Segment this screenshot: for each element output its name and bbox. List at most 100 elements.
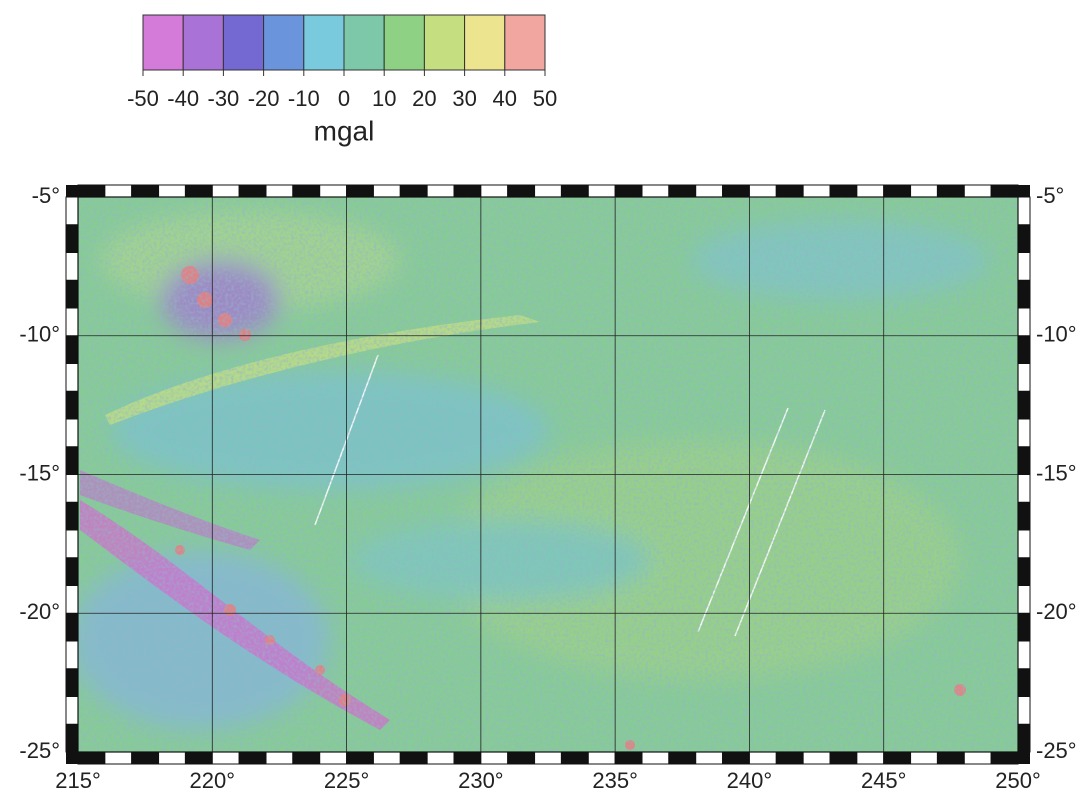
frame-segment [1018,502,1030,530]
frame-segment [1018,253,1030,281]
frame-segment [964,752,991,764]
frame-segment [66,530,78,558]
frame-segment [347,185,374,197]
frame-segment [427,185,454,197]
frame-segment [66,391,78,419]
frame-segment [212,185,239,197]
frame-segment [66,197,78,225]
colorbar-swatch [223,15,263,70]
frame-segment [132,752,159,764]
frame-corner [66,752,78,764]
colorbar-tick-label: -40 [167,86,199,111]
colorbar-tick-label: 10 [372,86,396,111]
y-tick-label: -5° [32,183,60,208]
frame-segment [857,185,884,197]
frame-segment [776,752,803,764]
x-tick-label: 215° [55,768,101,793]
frame-segment [66,558,78,586]
frame-segment [857,752,884,764]
frame-segment [696,752,723,764]
frame-segment [105,752,132,764]
page: -50-40-30-20-1001020304050 mgal 215°220°… [0,0,1086,797]
frame-segment [588,185,615,197]
frame-segment [1018,391,1030,419]
frame-segment [830,752,857,764]
frame-segment [1018,558,1030,586]
frame-segment [723,185,750,197]
frame-segment [159,752,186,764]
frame-segment [642,185,669,197]
frame-segment [1018,308,1030,336]
frame-segment [78,185,105,197]
frame-segment [1018,419,1030,447]
colorbar-label: mgal [314,115,375,146]
colorbar-swatch [304,15,344,70]
frame-segment [66,502,78,530]
frame-segment [535,185,562,197]
frame-segment [561,185,588,197]
frame-segment [561,752,588,764]
colorbar-tick-label: -20 [248,86,280,111]
frame-corner [1018,752,1030,764]
colorbar-swatch [465,15,505,70]
frame-segment [911,185,938,197]
frame-segment [1018,613,1030,641]
frame-segment [66,419,78,447]
frame-segment [293,185,320,197]
x-tick-label: 245° [861,768,907,793]
frame-segment [1018,586,1030,614]
frame-segment [884,185,911,197]
frame-segment [642,752,669,764]
frame-segment [66,641,78,669]
frame-segment [1018,280,1030,308]
frame-segment [615,752,642,764]
frame-corner [66,185,78,197]
frame-segment [1018,336,1030,364]
colorbar-tick-label: 20 [412,86,436,111]
frame-segment [66,364,78,392]
frame-segment [911,752,938,764]
frame-segment [696,185,723,197]
colorbar-swatch [424,15,464,70]
frame-segment [749,185,776,197]
frame-segment [1018,641,1030,669]
frame-segment [293,752,320,764]
frame-segment [239,752,266,764]
frame-segment [239,185,266,197]
frame-segment [66,280,78,308]
frame-segment [723,752,750,764]
colorbar-swatch [264,15,304,70]
frame-segment [185,752,212,764]
frame-segment [66,253,78,281]
frame-segment [266,185,293,197]
frame-segment [454,185,481,197]
frame-segment [830,185,857,197]
x-tick-label: 235° [592,768,638,793]
frame-segment [320,752,347,764]
frame-segment [991,185,1018,197]
frame-segment [66,447,78,475]
colorbar-tick-label: -30 [208,86,240,111]
frame-segment [588,752,615,764]
frame-segment [669,185,696,197]
frame-segment [320,185,347,197]
frame-segment [1018,197,1030,225]
frame-segment [508,185,535,197]
frame-segment [373,752,400,764]
frame-segment [105,185,132,197]
frame-segment [212,752,239,764]
frame-segment [937,185,964,197]
y-tick-label: -25° [1036,738,1077,763]
y-tick-label: -25° [19,738,60,763]
frame-segment [776,185,803,197]
frame-segment [185,185,212,197]
frame-segment [1018,530,1030,558]
frame-segment [749,752,776,764]
colorbar-swatch [183,15,223,70]
frame-segment [803,185,830,197]
frame-segment [1018,447,1030,475]
frame-segment [1018,669,1030,697]
colorbar-tick-label: -50 [127,86,159,111]
colorbar-tick-label: -10 [288,86,320,111]
